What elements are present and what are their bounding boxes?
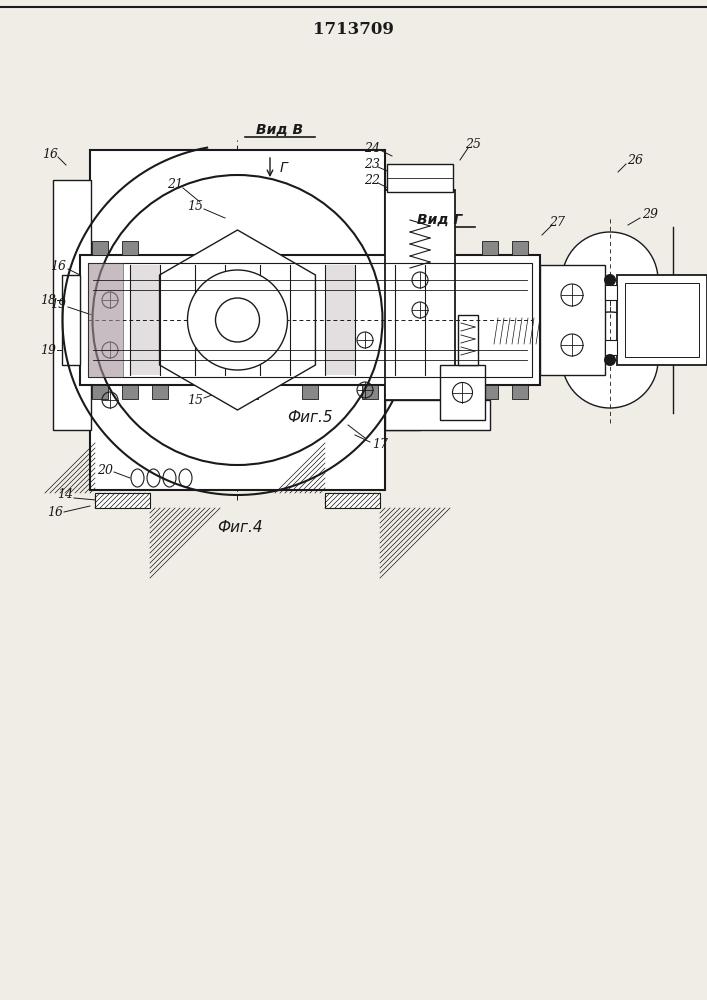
Bar <box>80 255 540 385</box>
Bar <box>482 241 498 255</box>
Bar <box>260 265 290 375</box>
Bar <box>92 385 108 399</box>
Bar <box>90 150 385 490</box>
Text: 16: 16 <box>42 148 58 161</box>
Bar <box>122 385 138 399</box>
Text: 23: 23 <box>364 158 380 172</box>
Circle shape <box>187 270 288 370</box>
Bar <box>512 241 528 255</box>
Bar <box>605 340 617 355</box>
Bar <box>152 385 168 399</box>
Bar <box>458 315 478 365</box>
Text: 26: 26 <box>627 153 643 166</box>
Text: 28: 28 <box>547 356 563 368</box>
Bar <box>88 263 532 377</box>
Bar <box>422 385 438 399</box>
Bar <box>130 265 160 375</box>
Bar <box>62 275 80 365</box>
Bar <box>195 265 225 375</box>
Text: Вид Г: Вид Г <box>417 213 462 227</box>
Text: Вид В: Вид В <box>257 123 303 137</box>
Text: 21: 21 <box>167 178 183 192</box>
Text: 24: 24 <box>364 141 380 154</box>
Text: Г: Г <box>280 161 288 175</box>
Bar <box>325 265 355 375</box>
Bar <box>92 241 108 255</box>
Text: Фиг.4: Фиг.4 <box>217 520 263 536</box>
Polygon shape <box>160 230 315 410</box>
Bar <box>605 285 617 300</box>
Bar <box>88 263 123 377</box>
Text: 20: 20 <box>97 464 113 477</box>
Text: 19: 19 <box>50 298 66 312</box>
Text: 27: 27 <box>549 216 565 229</box>
Bar <box>440 365 485 420</box>
Text: 22: 22 <box>364 174 380 188</box>
Bar <box>482 385 498 399</box>
Bar <box>362 385 378 399</box>
Text: 16: 16 <box>50 260 66 273</box>
Bar <box>540 265 605 375</box>
Bar <box>385 190 455 400</box>
Text: 18: 18 <box>40 294 56 306</box>
Circle shape <box>562 232 658 328</box>
Text: 17: 17 <box>372 438 388 452</box>
Text: 25: 25 <box>465 138 481 151</box>
Bar <box>242 385 258 399</box>
Circle shape <box>604 274 616 286</box>
Bar <box>122 241 138 255</box>
Circle shape <box>216 298 259 342</box>
Bar <box>617 275 707 365</box>
Bar <box>387 164 453 192</box>
Bar <box>385 210 420 430</box>
Text: 15: 15 <box>187 200 203 214</box>
Text: 16: 16 <box>47 506 63 518</box>
Bar <box>325 493 380 508</box>
Text: 19: 19 <box>40 344 56 357</box>
Bar <box>625 283 699 357</box>
Bar <box>490 317 590 345</box>
Text: 29: 29 <box>642 209 658 222</box>
Bar <box>395 265 425 375</box>
Bar <box>302 385 318 399</box>
Circle shape <box>604 354 616 366</box>
Circle shape <box>562 312 658 408</box>
Text: 1713709: 1713709 <box>312 21 393 38</box>
Bar <box>512 385 528 399</box>
Text: Фиг.5: Фиг.5 <box>287 410 333 424</box>
Bar <box>385 400 490 430</box>
Bar <box>53 180 91 430</box>
Text: 15: 15 <box>187 393 203 406</box>
Bar <box>95 493 150 508</box>
Text: 14: 14 <box>57 488 73 502</box>
